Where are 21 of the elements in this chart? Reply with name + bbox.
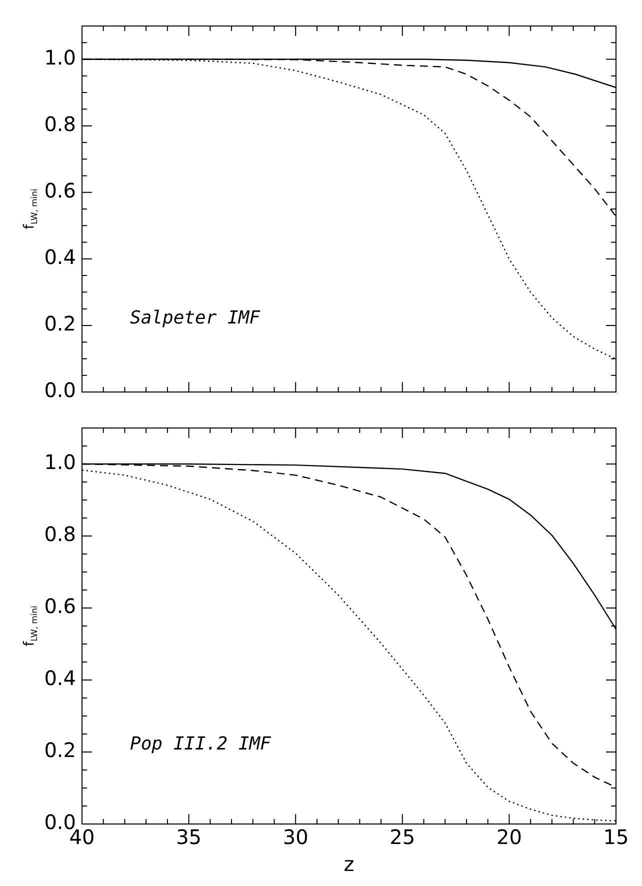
- x-tick-label: 30: [282, 825, 308, 850]
- x-axis-title: z: [344, 852, 354, 876]
- annotation: Pop III.2 IMF: [130, 733, 272, 754]
- y-tick-label: 0.6: [44, 178, 76, 203]
- y-tick-label: 0.6: [44, 594, 76, 618]
- y-tick-label: 1.0: [44, 450, 76, 474]
- x-tick-label: 35: [176, 825, 202, 850]
- x-tick-label: 25: [390, 825, 416, 850]
- y-tick-label: 0.0: [44, 378, 76, 402]
- y-tick-label: 1.0: [44, 45, 76, 70]
- y-tick-label: 0.8: [44, 522, 76, 546]
- x-tick-label: 20: [496, 825, 522, 850]
- y-axis-title: fLW, mini: [22, 606, 40, 646]
- y-axis-title: fLW, mini: [22, 188, 40, 230]
- y-tick-label: 0.4: [44, 245, 76, 270]
- y-tick-label: 0.2: [44, 312, 76, 336]
- annotation: Salpeter IMF: [130, 307, 262, 328]
- y-tick-label: 0.2: [44, 738, 76, 762]
- x-tick-label: 15: [603, 825, 629, 850]
- y-tick-label: 0.8: [44, 112, 76, 136]
- y-tick-label: 0.4: [44, 666, 76, 690]
